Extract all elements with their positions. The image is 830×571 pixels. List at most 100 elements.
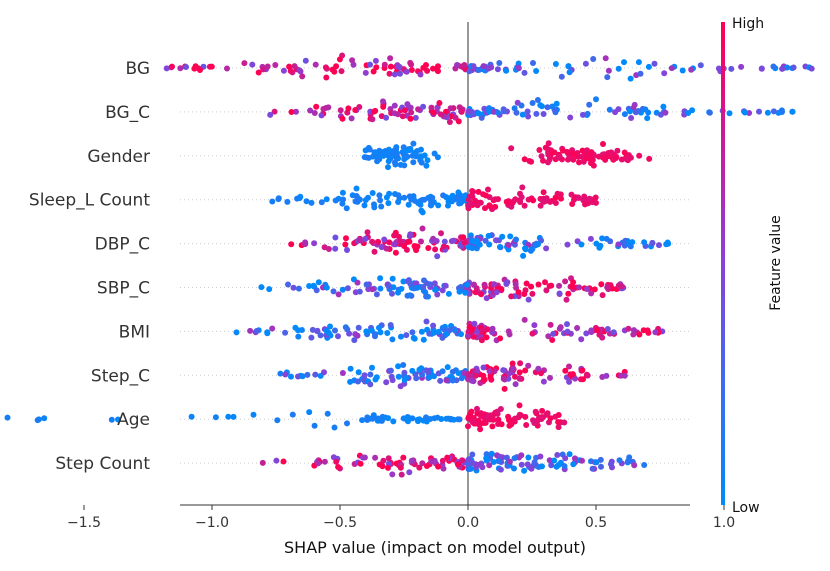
shap-point	[519, 111, 526, 118]
shap-point	[362, 235, 369, 242]
shap-point	[367, 371, 374, 378]
shap-point	[371, 414, 377, 421]
shap-point	[500, 367, 507, 374]
shap-point	[569, 201, 576, 207]
shap-point	[529, 330, 536, 337]
shap-point	[359, 417, 366, 424]
shap-point	[285, 281, 291, 288]
shap-point	[466, 414, 472, 421]
shap-point	[472, 289, 479, 296]
shap-point	[330, 288, 337, 295]
shap-point	[335, 333, 341, 340]
shap-point	[489, 423, 496, 430]
shap-point	[277, 370, 284, 377]
shap-point	[590, 56, 597, 62]
shap-point	[457, 197, 464, 204]
shap-point	[486, 241, 493, 248]
shap-point	[582, 201, 588, 208]
shap-point	[450, 237, 457, 244]
shap-point	[688, 66, 695, 73]
shap-point	[311, 240, 318, 247]
shap-point	[255, 69, 262, 76]
shap-point	[385, 200, 392, 207]
shap-point	[528, 465, 535, 472]
shap-point	[439, 287, 446, 294]
shap-point	[399, 113, 406, 120]
shap-point	[521, 467, 528, 474]
shap-point	[282, 329, 289, 336]
shap-point	[407, 115, 414, 122]
shap-point	[304, 371, 311, 378]
shap-point	[572, 151, 578, 158]
shap-point	[581, 193, 588, 200]
shap-point	[423, 293, 430, 300]
shap-point	[706, 109, 713, 116]
shap-point	[505, 328, 512, 335]
shap-point	[397, 383, 404, 390]
shap-point	[651, 60, 658, 67]
shap-point	[549, 337, 556, 343]
shap-point	[545, 159, 551, 166]
shap-point	[394, 111, 401, 118]
shap-point	[393, 152, 400, 159]
shap-point	[510, 365, 516, 372]
shap-point	[410, 140, 417, 147]
feature-label: Step Count	[55, 454, 150, 474]
shap-point	[649, 240, 656, 247]
shap-point	[371, 108, 378, 115]
shap-point	[355, 378, 361, 385]
shap-point	[758, 65, 765, 72]
shap-point	[485, 232, 492, 239]
shap-point	[428, 104, 435, 111]
shap-point	[423, 318, 430, 325]
shap-point	[587, 235, 594, 242]
shap-point	[555, 419, 562, 425]
shap-point	[295, 285, 302, 292]
shap-point	[526, 158, 533, 164]
shap-point	[404, 101, 411, 108]
shap-point	[461, 62, 468, 68]
shap-point	[389, 377, 396, 384]
shap-point	[479, 327, 486, 334]
shap-point	[456, 104, 463, 111]
shap-point	[570, 461, 577, 468]
shap-point	[297, 68, 304, 75]
shap-point	[455, 118, 462, 125]
shap-point	[679, 67, 686, 74]
shap-point	[299, 73, 306, 80]
shap-point	[431, 280, 438, 287]
shap-point	[465, 108, 472, 115]
shap-point	[445, 415, 452, 422]
shap-point	[596, 331, 603, 338]
shap-point	[603, 372, 610, 379]
shap-point	[438, 230, 444, 237]
shap-point	[407, 231, 414, 238]
shap-point	[344, 420, 350, 427]
shap-point	[394, 63, 401, 70]
shap-point	[443, 108, 449, 115]
shap-point	[372, 57, 379, 64]
shap-point	[468, 377, 475, 384]
shap-point	[395, 289, 401, 296]
shap-point	[524, 108, 531, 115]
shap-point	[598, 463, 604, 470]
shap-point	[660, 103, 667, 110]
shap-point	[371, 204, 378, 211]
shap-point	[520, 252, 527, 259]
shap-point	[592, 459, 599, 466]
shap-point	[572, 375, 579, 382]
shap-point	[493, 289, 500, 296]
shap-point	[538, 370, 544, 377]
shap-point	[321, 458, 328, 465]
shap-point	[715, 65, 722, 72]
shap-point	[583, 372, 590, 379]
shap-point	[523, 280, 530, 287]
shap-point	[401, 162, 408, 169]
shap-point	[481, 105, 488, 112]
shap-point	[539, 407, 546, 414]
shap-point	[309, 326, 316, 333]
shap-point	[288, 373, 294, 380]
shap-point	[436, 100, 443, 106]
feature-label: DBP_C	[95, 235, 150, 255]
shap-point	[478, 337, 485, 344]
